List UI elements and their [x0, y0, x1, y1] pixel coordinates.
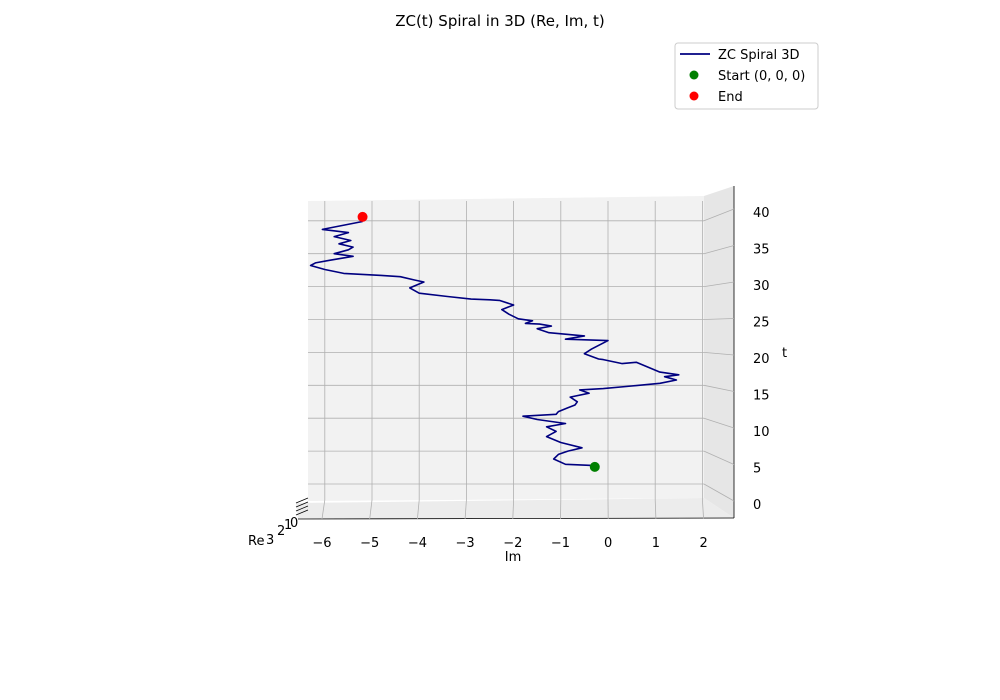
grid-line-floor — [512, 499, 514, 520]
x-axis-label: Re — [248, 534, 264, 549]
grid-line-floor — [702, 499, 704, 520]
y-axis-label: Im — [505, 550, 522, 565]
grid-line-t-side — [703, 417, 735, 429]
side-pane — [704, 186, 734, 518]
grid-line-t-side — [703, 318, 735, 320]
im-tick-label: −1 — [551, 536, 570, 551]
grid-line-t-side — [703, 281, 735, 287]
re-tick-label: 0 — [290, 516, 298, 531]
back-pane — [308, 196, 704, 501]
end-point — [357, 211, 368, 222]
legend-entry-start: Start (0, 0, 0) — [718, 69, 805, 84]
grid-line-t-side — [703, 483, 735, 502]
t-tick-label: 15 — [753, 389, 770, 404]
legend-entry-spiral: ZC Spiral 3D — [718, 48, 800, 63]
t-tick-label: 40 — [753, 206, 770, 221]
floor-front-edge — [297, 517, 735, 520]
im-tick-label: 0 — [604, 536, 612, 551]
im-tick-label: −2 — [503, 536, 522, 551]
grid-line-floor — [369, 499, 373, 520]
grid-line-floor — [654, 499, 657, 520]
grid-line-t-side — [703, 208, 735, 222]
t-tick-label: 10 — [753, 425, 770, 440]
re-axis: 0 1 2 3 — [266, 497, 309, 548]
grid-line-floor — [464, 499, 467, 520]
grid-line-t-side — [703, 245, 735, 255]
t-tick-label: 35 — [753, 243, 770, 258]
re-tick-label: 2 — [277, 524, 285, 539]
legend-end-marker — [689, 91, 699, 101]
z-axis-label: t — [782, 346, 787, 361]
legend: ZC Spiral 3D Start (0, 0, 0) End — [674, 42, 819, 110]
t-tick-label: 5 — [753, 462, 761, 477]
im-tick-label: −6 — [312, 536, 331, 551]
grid-line-floor — [321, 499, 326, 520]
t-tick-label: 25 — [753, 316, 770, 331]
grid-line-t-side — [703, 352, 735, 356]
start-point — [589, 461, 600, 472]
re-tick — [295, 501, 309, 508]
legend-entry-end: End — [718, 90, 743, 105]
series-line-spiral — [309, 220, 680, 467]
re-tick — [295, 509, 309, 516]
grid-line-floor — [417, 499, 420, 520]
floor-pane — [296, 498, 734, 519]
im-tick-label: 2 — [699, 536, 707, 551]
re-tick — [295, 505, 309, 512]
legend-box — [674, 42, 819, 110]
legend-start-marker — [689, 70, 699, 80]
grid-lines — [308, 201, 735, 520]
chart-title: ZC(t) Spiral in 3D (Re, Im, t) — [395, 12, 605, 30]
axes-panes — [296, 186, 735, 520]
grid-line-t-side — [703, 384, 735, 392]
re-tick-label: 1 — [284, 518, 292, 533]
t-tick-label: 20 — [753, 352, 770, 367]
t-tick-label: 30 — [753, 279, 770, 294]
re-tick-label: 3 — [266, 533, 274, 548]
grid-line-t-side — [703, 450, 735, 465]
im-tick-label: −5 — [360, 536, 379, 551]
im-tick-label: 1 — [652, 536, 660, 551]
im-tick-label: −4 — [408, 536, 427, 551]
im-tick-label: −3 — [456, 536, 475, 551]
t-tick-label: 0 — [753, 498, 761, 513]
re-tick — [295, 497, 309, 504]
